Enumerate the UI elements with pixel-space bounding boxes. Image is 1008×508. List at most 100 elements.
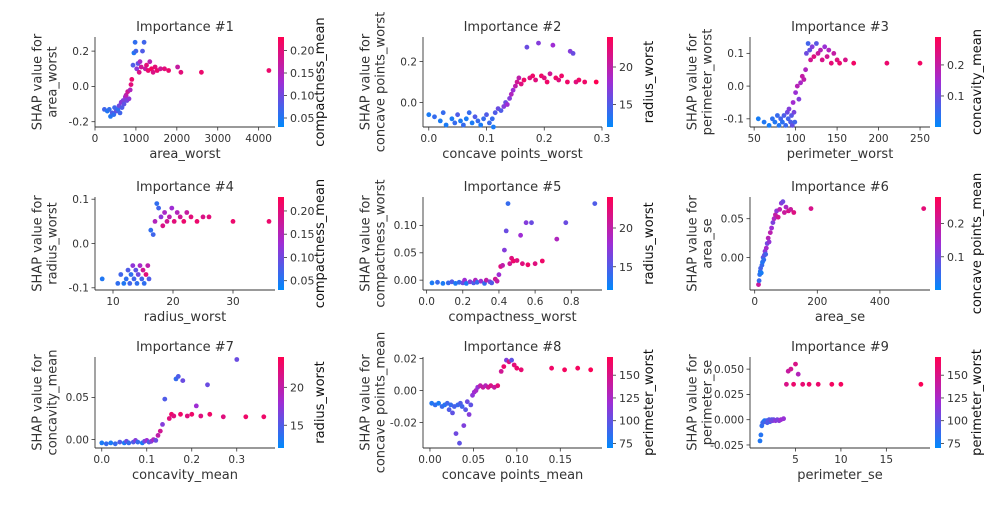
scatter-panel-6: Importance #6 0 200 400 0.00 0.05 area_se SHAP … [686,173,986,325]
x-tick-label: 0.4 [491,296,508,308]
data-point [565,79,570,85]
data-point [776,123,782,128]
data-point [453,431,459,436]
data-point [829,381,835,387]
data-point [843,57,848,63]
colorbar-tick-label: 0.05 [290,275,315,288]
data-point [198,413,204,419]
data-point [162,396,168,402]
data-point [474,279,480,285]
scatter-panel-8: Importance #8 0.00 0.05 0.10 0.15 -0.02 0.00 0.… [359,332,658,483]
data-point [801,77,807,82]
data-point [432,114,437,120]
data-point [103,441,109,447]
data-point [582,79,588,85]
x-tick-label: 0.00 [418,454,441,466]
data-point [126,440,132,446]
data-point [510,87,516,93]
colorbar-tick-label: 0.2 [947,59,965,72]
colorbar-tick-label: 150 [947,369,968,382]
data-point [128,272,134,277]
colorbar-tick-label: 150 [619,369,640,382]
y-tick-label: 0.02 [394,353,417,365]
data-point [544,79,550,85]
data-point [106,107,112,112]
data-point [137,59,143,65]
y-tick-label: -0.1 [724,114,745,126]
data-point [788,366,794,372]
data-point [790,100,796,105]
y-axis-label: SHAP value forarea_se [686,195,716,292]
x-tick-label: 0 [751,296,758,308]
colorbar: 15 20 radius_worst [607,197,657,290]
data-point [529,220,534,226]
data-point [492,110,498,116]
y-tick-label: -0.025 [710,440,744,452]
data-point [141,39,147,45]
data-point [758,270,764,276]
x-tick-label: 200 [807,296,827,308]
data-point [766,239,772,245]
colorbar: 0.1 0.2 concavity_mean [935,29,985,135]
colorbar-tick-label: 75 [947,437,961,450]
colorbar-tick-label: 0.20 [290,205,315,218]
y-axis-label: SHAP value forperimeter_se [686,354,716,451]
x-tick-label: 0.1 [138,454,155,466]
data-point [188,214,194,220]
data-point [491,124,496,130]
x-tick-label: 400 [870,296,890,308]
data-point [243,414,249,420]
x-tick-label: 0.0 [418,296,435,308]
data-point [818,47,823,53]
x-tick-label: 10 [106,296,119,308]
data-point [808,206,814,212]
data-point [588,367,594,373]
data-point [199,69,204,75]
data-point [815,381,821,387]
data-point [518,367,524,373]
data-point [456,279,462,285]
data-point [761,119,767,125]
x-tick-label: 3000 [204,133,231,145]
data-point [194,219,200,224]
data-point [457,440,462,446]
data-point [498,108,504,113]
data-point [111,112,117,117]
colorbar-gradient [935,357,941,448]
data-point [837,60,842,66]
data-point [138,64,144,70]
scatter-panel-2: Importance #2 0.0 0.1 0.2 0.3 0.0 0.2 concave p… [359,12,658,162]
data-point [449,279,455,285]
colorbar-gradient [278,357,284,448]
data-point [814,41,819,46]
colorbar-tick-label: 125 [619,392,640,405]
data-point [449,116,455,122]
y-tick-label: -0.02 [390,417,417,429]
data-point [763,251,769,257]
data-point [166,416,172,421]
colorbar-tick-label: 0.15 [290,228,315,241]
data-point [917,60,923,66]
y-axis-label: SHAP value forcompactness_worst [359,179,389,307]
data-point [525,262,531,268]
data-point [765,235,771,241]
data-point [140,267,146,273]
data-point [772,119,778,125]
x-tick-label: 50 [747,133,760,145]
data-point [145,263,151,268]
data-point [592,201,598,207]
data-point [435,279,440,285]
data-point [576,77,582,83]
data-point [450,410,455,416]
data-point [791,210,797,215]
colorbar-tick-label: 100 [619,415,640,428]
panel-title: Importance #7 [136,340,234,355]
data-point [556,77,562,83]
data-point [496,272,502,278]
data-point [771,216,777,222]
data-point [128,82,134,87]
data-point [125,267,131,273]
data-point [467,279,473,285]
data-point [445,280,451,286]
scatter-panel-5: Importance #5 0.0 0.2 0.4 0.6 0.8 0.00 0.05 0.10… [359,179,658,325]
